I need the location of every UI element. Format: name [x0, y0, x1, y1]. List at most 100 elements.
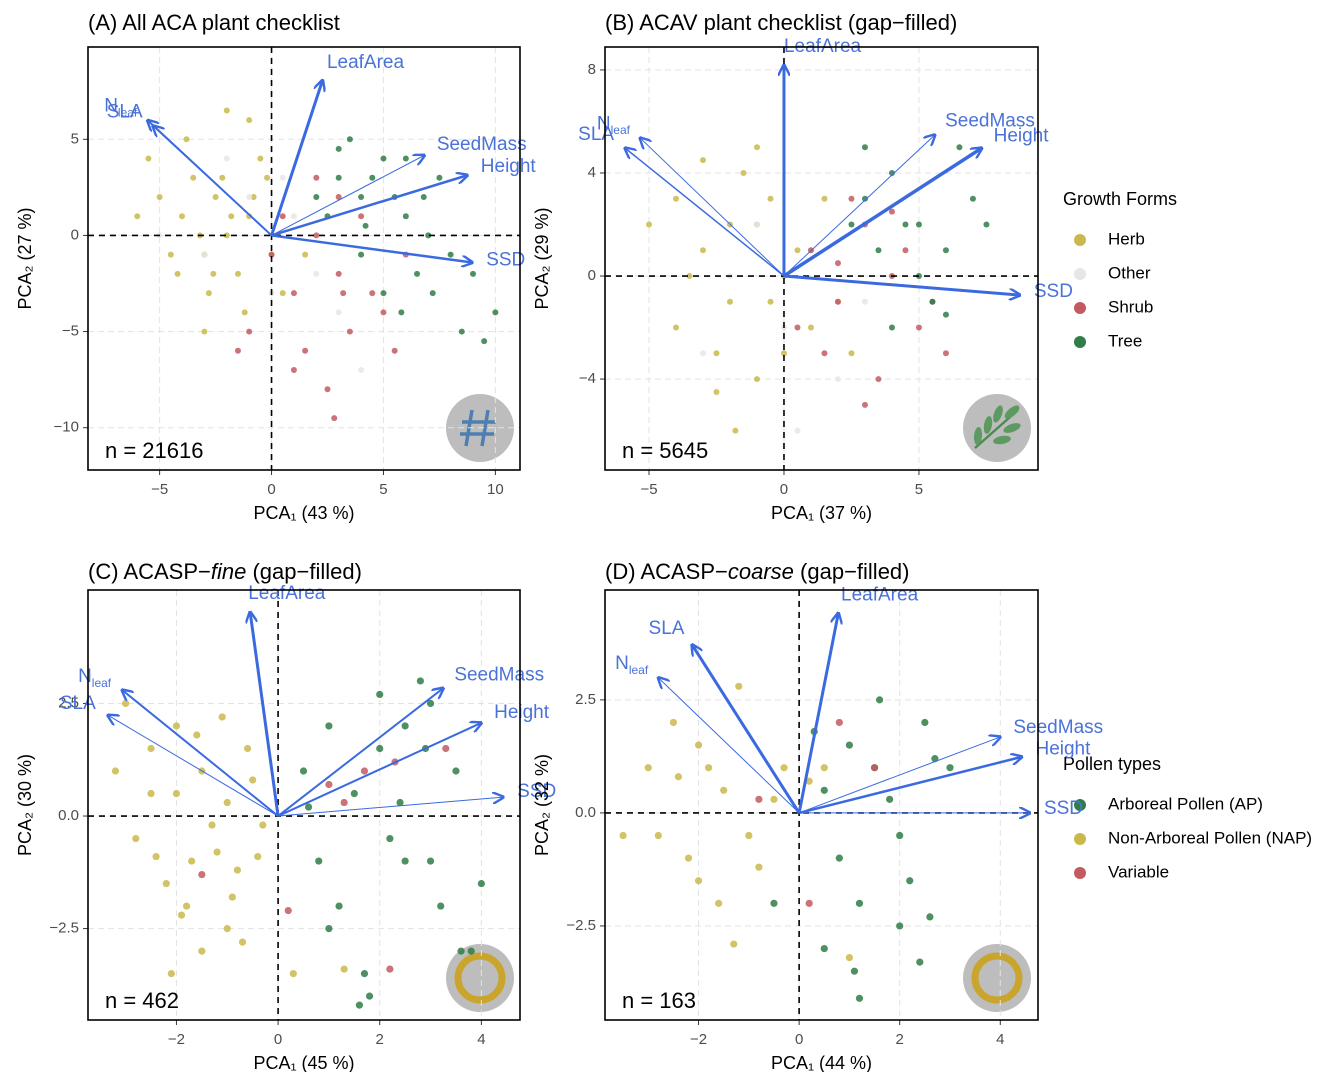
point — [861, 401, 868, 408]
point — [794, 247, 801, 254]
legend-label: Arboreal Pollen (AP) — [1108, 794, 1263, 813]
point — [436, 174, 443, 181]
point — [886, 795, 894, 803]
point — [902, 247, 909, 254]
point — [755, 795, 763, 803]
x-tick-label: 2 — [896, 1031, 904, 1048]
legend-swatch — [1074, 833, 1086, 845]
point — [699, 350, 706, 357]
point — [335, 902, 343, 910]
point — [398, 309, 405, 316]
point — [156, 193, 163, 200]
sample-size: n = 462 — [105, 988, 179, 1013]
point — [870, 764, 879, 772]
point — [834, 298, 841, 305]
point — [848, 350, 855, 357]
point — [234, 270, 241, 277]
point — [821, 195, 828, 202]
point — [401, 857, 409, 865]
arrow-label: SSD — [1044, 798, 1083, 819]
x-tick-label: 0 — [780, 481, 788, 498]
arrow-label: Nleaf — [597, 113, 631, 137]
loading-arrow — [278, 797, 503, 817]
point — [805, 899, 813, 907]
point — [205, 290, 212, 297]
point — [279, 290, 286, 297]
point — [437, 902, 445, 910]
x-tick-label: 0 — [795, 1031, 803, 1048]
point — [355, 1001, 363, 1009]
point — [753, 144, 760, 151]
legend-swatch — [1074, 268, 1086, 280]
y-tick-label: 0 — [71, 226, 79, 243]
loading-arrow — [797, 613, 838, 814]
point — [380, 309, 387, 316]
point — [888, 169, 895, 176]
point — [190, 174, 197, 181]
point — [929, 298, 936, 305]
y-tick-label: −4 — [579, 370, 596, 387]
point — [983, 221, 990, 228]
point — [358, 193, 365, 200]
x-tick-label: 0 — [267, 481, 275, 498]
point — [254, 852, 262, 861]
point — [358, 213, 365, 220]
loading-arrow — [271, 234, 473, 262]
loading-arrow — [625, 148, 785, 277]
point — [850, 967, 859, 975]
arrow-label: SeedMass — [454, 665, 544, 686]
point — [619, 831, 627, 840]
point — [821, 350, 828, 357]
point — [732, 427, 739, 434]
point — [780, 350, 787, 357]
point — [346, 136, 353, 143]
point — [238, 938, 247, 946]
point — [145, 155, 152, 162]
point — [162, 879, 170, 888]
point — [208, 821, 216, 829]
y-tick-label: −5 — [62, 323, 79, 340]
point — [360, 767, 369, 775]
point — [848, 195, 855, 202]
point — [720, 786, 728, 794]
x-tick-label: 4 — [477, 1031, 485, 1048]
point — [365, 992, 374, 1000]
plot-frame — [87, 589, 521, 1021]
point — [380, 290, 387, 297]
arrow-label: SeedMass — [945, 110, 1035, 131]
x-tick-label: 5 — [915, 481, 923, 498]
point — [219, 174, 226, 181]
arrow-label: Nleaf — [615, 653, 649, 677]
loading-arrow — [658, 678, 800, 814]
point — [694, 741, 703, 749]
point — [481, 338, 488, 345]
point — [684, 854, 693, 862]
y-tick-label: −2.5 — [566, 917, 596, 934]
point — [715, 899, 723, 907]
panel-title: (D) ACASP−coarse (gap−filled) — [605, 559, 910, 584]
point — [820, 944, 828, 953]
point — [402, 213, 409, 220]
point — [875, 696, 884, 704]
loading-arrow — [271, 155, 425, 236]
point — [888, 208, 895, 215]
point — [845, 741, 854, 749]
point — [290, 290, 297, 297]
point — [855, 899, 864, 907]
arrow-label-sub: leaf — [92, 676, 112, 690]
point — [358, 367, 365, 374]
point — [313, 270, 320, 277]
point — [147, 789, 155, 798]
loading-arrow — [270, 80, 323, 236]
point — [304, 803, 313, 811]
point — [299, 767, 308, 775]
loading-arrow — [277, 723, 481, 817]
point — [249, 776, 257, 784]
arrow-label: Height — [481, 156, 537, 177]
loading-arrow — [122, 690, 279, 817]
point — [132, 834, 140, 843]
loading-arrow — [250, 612, 280, 817]
point — [425, 232, 432, 239]
loading-arrow — [640, 138, 785, 277]
